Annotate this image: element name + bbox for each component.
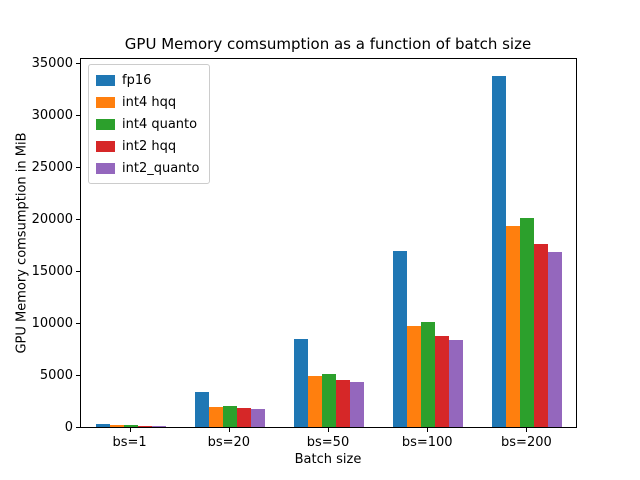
y-tick-label: 25000 (31, 160, 73, 176)
bar-int2-hqq-bs-50 (336, 380, 350, 427)
bar-int4-quanto-bs-20 (222, 406, 237, 427)
bar-int4-hqq-bs-1 (109, 425, 124, 427)
bar-int2-hqq-bs-20 (236, 408, 251, 427)
bar-int2-quanto-bs-100 (449, 340, 464, 427)
bar-int4-hqq-bs-200 (506, 226, 521, 427)
y-tick-label: 35000 (31, 56, 73, 72)
bar-fp16-bs-50 (294, 339, 308, 427)
x-tick-label: bs=200 (501, 435, 552, 450)
legend: fp16 int4 hqq int4 quanto int2 hqq int2_quan… (88, 64, 211, 184)
bar-fp16-bs-1 (95, 424, 110, 427)
bar-int2-quanto-bs-1 (151, 426, 166, 427)
bar-int2-quanto-bs-200 (548, 252, 563, 427)
bar-fp16-bs-20 (194, 392, 209, 427)
bar-int4-quanto-bs-1 (123, 425, 138, 427)
bar-int2-hqq-bs-100 (435, 336, 450, 427)
legend-label: int2 hqq (122, 138, 177, 154)
legend-label: int4 quanto (122, 116, 198, 132)
legend-label: int4 hqq (122, 94, 177, 110)
x-tick-mark (328, 428, 329, 432)
x-tick-mark (228, 428, 230, 432)
bar-int4-quanto-bs-100 (421, 322, 436, 427)
y-axis-label: GPU Memory comsumption in MiB (14, 132, 30, 354)
legend-label: fp16 (122, 72, 152, 88)
legend-item: int2 hqq (96, 135, 199, 157)
legend-item: int4 hqq (96, 91, 199, 113)
y-tick-mark (76, 63, 80, 65)
bar-int4-quanto-bs-50 (322, 374, 336, 427)
legend-item: fp16 (96, 69, 199, 91)
y-tick-label: 15000 (31, 264, 73, 280)
y-tick-mark (76, 271, 80, 273)
y-tick-label: 0 (64, 420, 73, 435)
x-tick-mark (526, 428, 528, 432)
bar-int2-hqq-bs-200 (534, 244, 549, 427)
bar-int2-hqq-bs-1 (137, 426, 152, 427)
legend-swatch (96, 74, 115, 86)
y-tick-mark (76, 427, 80, 428)
y-tick-label: 20000 (31, 212, 73, 228)
y-tick-label: 10000 (31, 316, 73, 332)
bar-int4-hqq-bs-20 (208, 407, 223, 427)
y-tick-label: 5000 (39, 368, 73, 384)
legend-swatch (96, 162, 115, 174)
legend-label: int2_quanto (122, 160, 200, 176)
bar-int4-hqq-bs-50 (308, 376, 322, 427)
y-tick-mark (76, 323, 80, 325)
legend-swatch (96, 96, 115, 108)
bar-int2-quanto-bs-20 (250, 409, 265, 427)
x-tick-label: bs=50 (306, 435, 350, 450)
x-tick-label: bs=1 (112, 435, 147, 450)
legend-item: int4 quanto (96, 113, 199, 135)
x-tick-mark (427, 428, 429, 432)
y-tick-mark (76, 167, 80, 169)
y-tick-label: 30000 (31, 108, 73, 124)
x-axis-label: Batch size (294, 452, 362, 467)
legend-item: int2_quanto (96, 157, 199, 179)
y-tick-mark (76, 115, 80, 117)
y-tick-mark (76, 375, 80, 377)
bar-fp16-bs-200 (492, 76, 507, 427)
x-tick-label: bs=100 (401, 435, 453, 450)
x-tick-label: bs=20 (207, 435, 251, 450)
legend-swatch (96, 140, 115, 152)
y-tick-mark (76, 219, 80, 221)
bar-fp16-bs-100 (393, 251, 408, 427)
chart-title: GPU Memory comsumption as a function of … (124, 35, 532, 53)
bar-int4-hqq-bs-100 (407, 326, 422, 427)
legend-swatch (96, 118, 115, 130)
bar-int2-quanto-bs-50 (350, 382, 364, 427)
plot-area: fp16 int4 hqq int4 quanto int2 hqq int2_quan… (80, 58, 577, 428)
x-tick-mark (129, 428, 131, 432)
bar-int4-quanto-bs-200 (520, 218, 535, 427)
